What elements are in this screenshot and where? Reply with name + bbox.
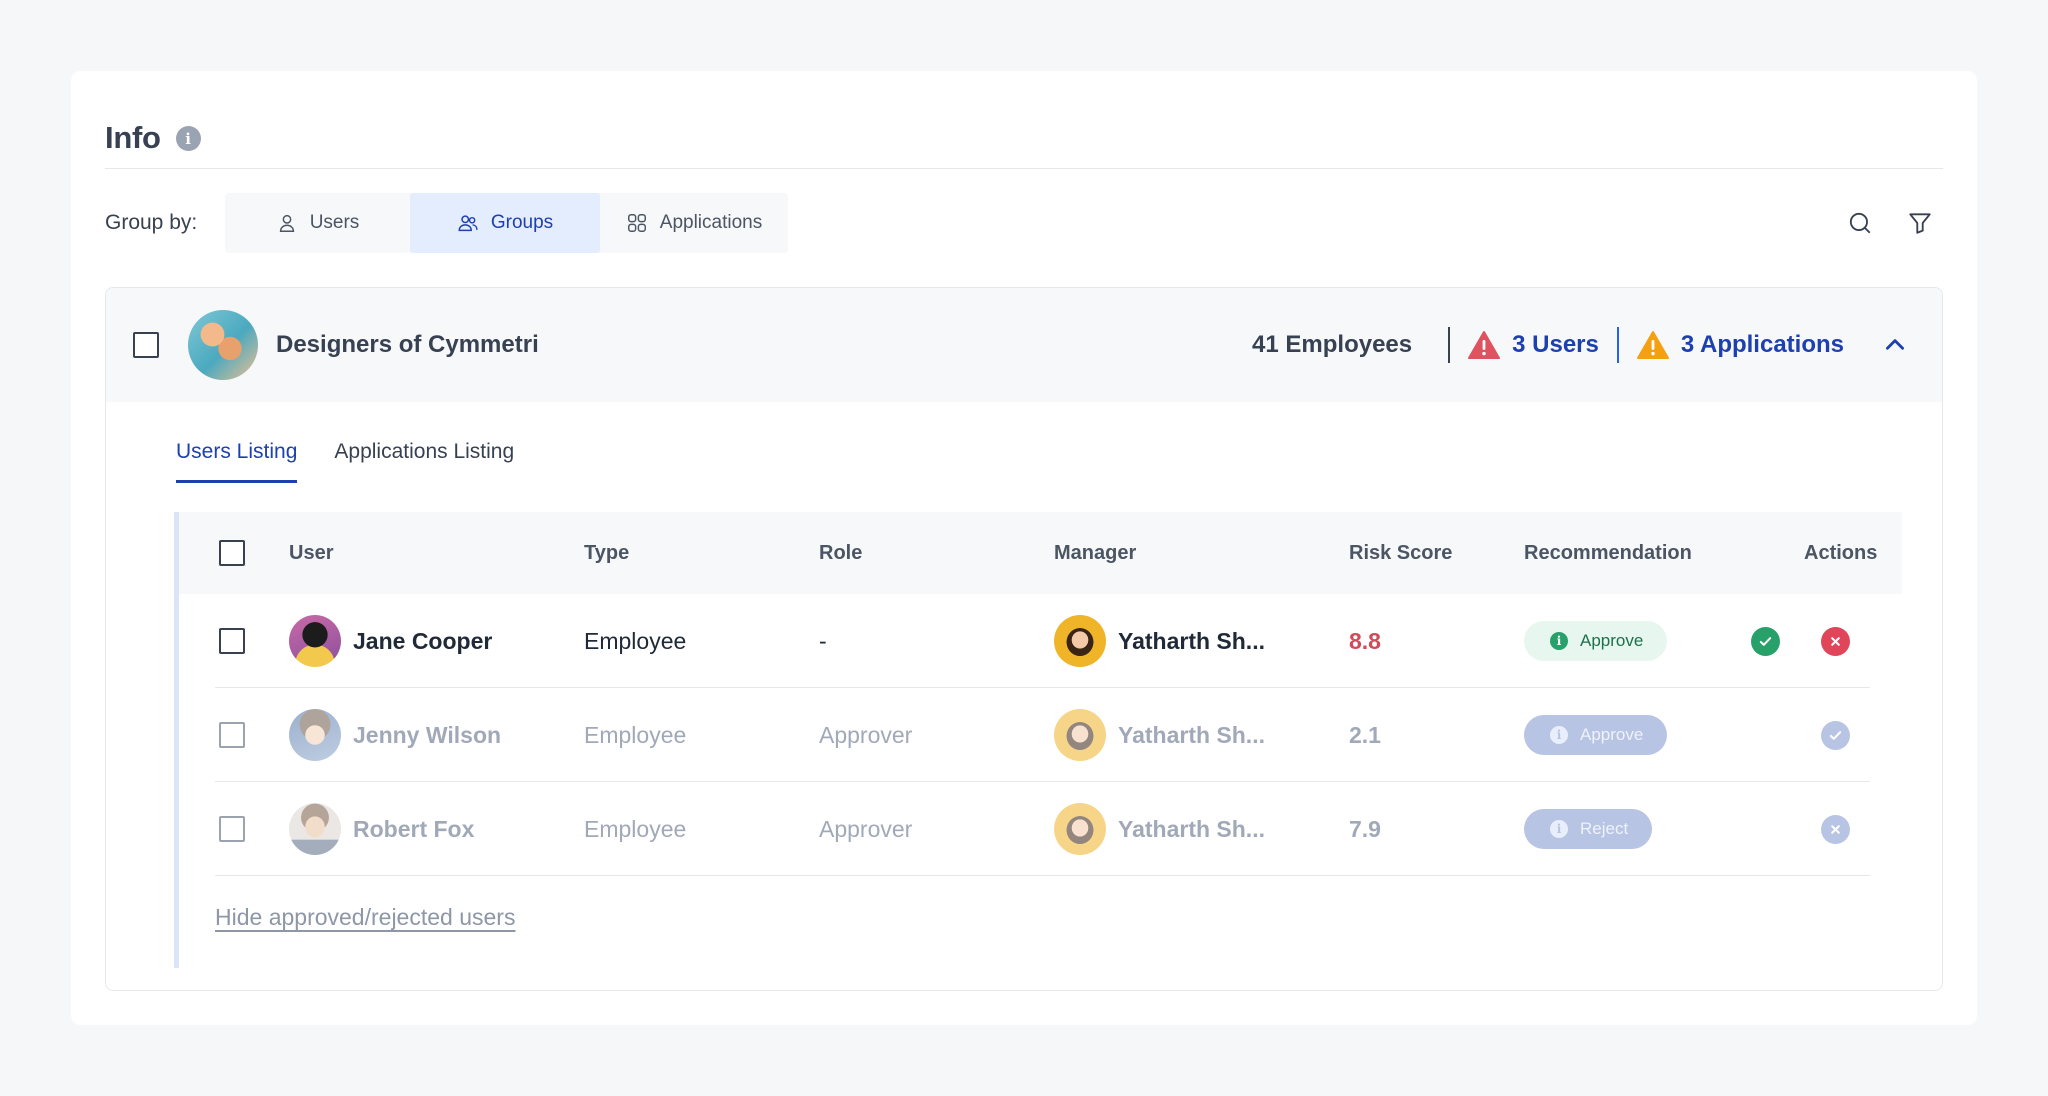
approve-button[interactable] [1751, 626, 1780, 656]
user-name[interactable]: Jane Cooper [353, 627, 493, 654]
recommendation-label: Approve [1580, 725, 1644, 744]
select-all-checkbox[interactable] [219, 540, 245, 566]
avatar [289, 803, 341, 855]
column-header-actions: Actions [1804, 541, 1878, 564]
manager-name[interactable]: Yatharth Sh... [1118, 815, 1265, 842]
recommendation-badge: i Approve [1524, 621, 1668, 661]
user-type: Employee [584, 627, 687, 654]
recommendation-label: Approve [1580, 631, 1644, 650]
info-icon: i [1550, 726, 1568, 744]
group-by-users-button[interactable]: Users [225, 193, 410, 253]
info-icon: i [1550, 632, 1568, 650]
group-by-applications-label: Applications [659, 212, 763, 233]
user-name[interactable]: Jenny Wilson [353, 721, 502, 748]
info-icon[interactable]: i [175, 126, 201, 151]
tab-users-listing[interactable]: Users Listing [176, 440, 298, 483]
recommendation-label: Reject [1580, 819, 1629, 838]
user-role: Approver [819, 721, 913, 748]
table-row: Jenny Wilson Employee Approver Yatharth … [215, 688, 1870, 782]
column-header-role: Role [819, 541, 863, 564]
group-by-bar: Group by: Users Groups Applications [105, 193, 1943, 253]
column-header-recommendation: Recommendation [1524, 541, 1692, 564]
warning-red-icon [1468, 331, 1501, 359]
column-header-risk-score: Risk Score [1349, 541, 1453, 564]
info-card: Info i Group by: Users Groups Applicatio… [71, 71, 1977, 1025]
rejected-status-button[interactable] [1821, 814, 1850, 844]
grid-icon [627, 214, 646, 232]
group-name: Designers of Cymmetri [276, 331, 539, 358]
search-icon[interactable] [1847, 210, 1873, 236]
reject-button[interactable] [1821, 626, 1850, 656]
group-by-applications-button[interactable]: Applications [600, 193, 788, 253]
group-panel: Designers of Cymmetri 41 Employees 3 Use… [105, 287, 1943, 991]
row-checkbox[interactable] [219, 722, 245, 748]
table-header: User Type Role Manager Risk Score Recomm… [179, 512, 1902, 594]
avatar [1054, 615, 1106, 667]
check-icon [1759, 636, 1772, 646]
info-icon: i [1550, 820, 1568, 838]
manager-name[interactable]: Yatharth Sh... [1118, 721, 1265, 748]
hide-approved-rejected-link[interactable]: Hide approved/rejected users [215, 904, 516, 930]
risky-applications-link[interactable]: 3 Applications [1619, 327, 1862, 363]
listing-tabs: Users Listing Applications Listing [176, 440, 514, 483]
group-stats: 41 Employees 3 Users 3 Applications [1252, 325, 1942, 365]
group-by-label: Group by: [105, 211, 198, 234]
risky-users-label: 3 Users [1512, 331, 1599, 358]
risky-applications-label: 3 Applications [1680, 331, 1844, 358]
group-header[interactable]: Designers of Cymmetri 41 Employees 3 Use… [106, 288, 1942, 402]
risk-score: 2.1 [1349, 721, 1381, 748]
group-by-groups-label: Groups [490, 212, 554, 233]
toolbar-actions [1847, 210, 1943, 236]
users-icon [458, 215, 478, 232]
group-checkbox[interactable] [133, 332, 159, 358]
tab-applications-listing[interactable]: Applications Listing [334, 440, 515, 463]
row-checkbox[interactable] [219, 628, 245, 654]
user-icon [279, 214, 294, 232]
user-role: - [819, 627, 827, 654]
group-by-users-label: Users [309, 212, 360, 233]
page-title: Info [105, 119, 161, 155]
user-type: Employee [584, 815, 687, 842]
check-icon [1829, 730, 1842, 740]
row-checkbox[interactable] [219, 816, 245, 842]
recommendation-badge: i Reject [1524, 809, 1653, 849]
user-type: Employee [584, 721, 687, 748]
avatar [289, 615, 341, 667]
table-row: Jane Cooper Employee - Yatharth Sh... 8.… [215, 594, 1870, 688]
filter-icon[interactable] [1907, 210, 1933, 236]
user-role: Approver [819, 815, 913, 842]
users-table: User Type Role Manager Risk Score Recomm… [174, 512, 1902, 968]
avatar [289, 709, 341, 761]
employee-count: 41 Employees [1252, 327, 1451, 363]
chevron-up-icon[interactable] [1882, 332, 1908, 358]
manager-name[interactable]: Yatharth Sh... [1118, 627, 1265, 654]
approved-status-button[interactable] [1821, 720, 1850, 750]
warning-orange-icon [1636, 331, 1669, 359]
recommendation-badge: i Approve [1524, 715, 1668, 755]
table-row: Robert Fox Employee Approver Yatharth Sh… [215, 782, 1870, 876]
group-by-segmented-control: Users Groups Applications [225, 193, 788, 253]
close-icon [1831, 824, 1840, 834]
risk-score: 8.8 [1349, 627, 1381, 654]
close-icon [1831, 636, 1840, 646]
column-header-type: Type [584, 541, 630, 564]
risk-score: 7.9 [1349, 815, 1381, 842]
user-name[interactable]: Robert Fox [353, 815, 475, 842]
group-avatar [188, 310, 258, 380]
avatar [1054, 709, 1106, 761]
group-by-groups-button[interactable]: Groups [410, 193, 600, 253]
info-header: Info i [105, 107, 1943, 169]
column-header-user: User [289, 541, 334, 564]
column-header-manager: Manager [1054, 541, 1137, 564]
risky-users-link[interactable]: 3 Users [1450, 327, 1619, 363]
avatar [1054, 803, 1106, 855]
